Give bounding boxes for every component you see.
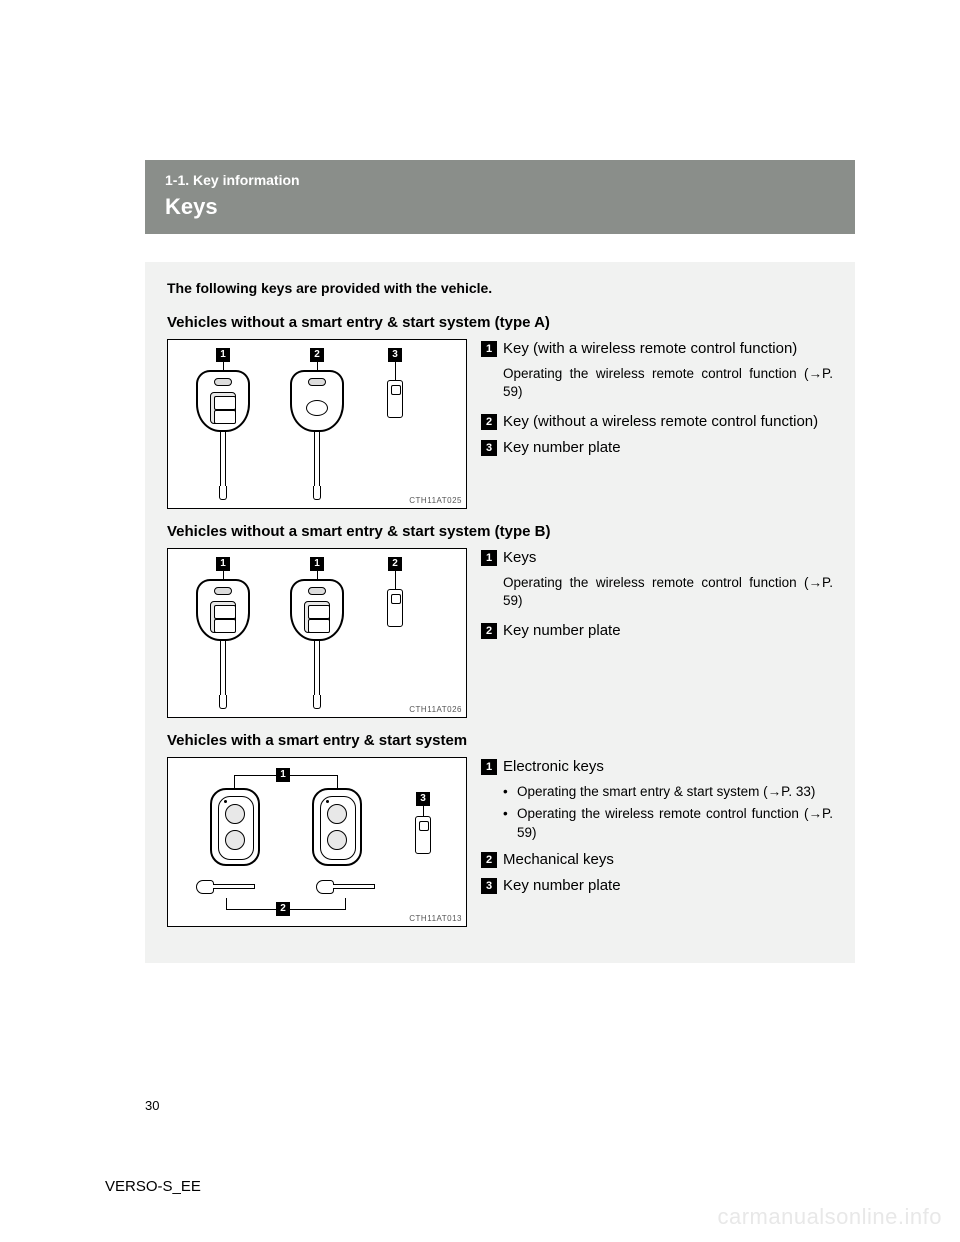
num-badge: 1: [481, 550, 497, 566]
smart-heading: Vehicles with a smart entry & start syst…: [167, 732, 833, 749]
bullet-dot: •: [503, 783, 517, 801]
intro-text: The following keys are provided with the…: [167, 280, 833, 296]
callout-2: 2: [388, 557, 402, 571]
lead-line: [395, 571, 396, 589]
item-text: Key (without a wireless remote control f…: [503, 412, 833, 432]
lead-line: [423, 806, 424, 816]
num-badge: 1: [481, 759, 497, 775]
lead-line: [337, 775, 338, 789]
num-badge: 1: [481, 341, 497, 357]
key-plain-icon: [290, 370, 344, 502]
list-item: 1 Keys: [481, 548, 833, 568]
item-note: Operating the wireless remote control fu…: [503, 365, 833, 401]
lead-line: [345, 898, 346, 909]
mechanical-key-icon: [196, 880, 258, 894]
content-box: The following keys are provided with the…: [145, 262, 855, 963]
type-a-figure: 1 2 3 CTH11AT025: [167, 339, 467, 509]
smart-fob-icon: [312, 788, 362, 866]
type-a-block: 1 2 3 CTH11AT025 1: [167, 339, 833, 509]
bullet-list: • Operating the smart entry & start syst…: [503, 783, 833, 842]
list-item: 1 Electronic keys: [481, 757, 833, 777]
callout-2: 2: [276, 902, 290, 916]
num-badge: 2: [481, 623, 497, 639]
lead-line: [226, 898, 227, 909]
lead-line: [226, 909, 277, 910]
manual-page: 1-1. Key information Keys The following …: [0, 0, 960, 963]
key-with-remote-icon: [196, 579, 250, 711]
type-b-heading: Vehicles without a smart entry & start s…: [167, 523, 833, 540]
item-note: Operating the wireless remote control fu…: [503, 574, 833, 610]
figure-code: CTH11AT013: [409, 914, 462, 923]
watermark: carmanualsonline.info: [717, 1204, 942, 1230]
item-text: Key (with a wireless remote control func…: [503, 339, 833, 359]
page-number: 30: [145, 1098, 159, 1113]
lead-line: [290, 909, 346, 910]
item-text: Key number plate: [503, 438, 833, 458]
type-b-block: 1 1 2 CTH11AT026 1: [167, 548, 833, 718]
doc-id: VERSO-S_EE: [105, 1178, 201, 1195]
type-a-desc: 1 Key (with a wireless remote control fu…: [481, 339, 833, 509]
figure-code: CTH11AT026: [409, 705, 462, 714]
bullet-text: Operating the wireless remote control fu…: [517, 805, 833, 841]
mechanical-key-icon: [316, 880, 378, 894]
type-b-figure: 1 1 2 CTH11AT026: [167, 548, 467, 718]
bullet-dot: •: [503, 805, 517, 841]
item-text: Mechanical keys: [503, 850, 833, 870]
callout-1b: 1: [310, 557, 324, 571]
bullet-item: • Operating the wireless remote control …: [503, 805, 833, 841]
item-text: Keys: [503, 548, 833, 568]
number-plate-icon: [387, 380, 403, 418]
callout-3: 3: [388, 348, 402, 362]
smart-desc: 1 Electronic keys • Operating the smart …: [481, 757, 833, 927]
list-item: 2 Key (without a wireless remote control…: [481, 412, 833, 432]
callout-2: 2: [310, 348, 324, 362]
type-a-heading: Vehicles without a smart entry & start s…: [167, 314, 833, 331]
list-item: 3 Key number plate: [481, 438, 833, 458]
section-label: 1-1. Key information: [165, 172, 835, 188]
header-bar: 1-1. Key information Keys: [145, 160, 855, 234]
lead-line: [234, 775, 277, 776]
figure-code: CTH11AT025: [409, 496, 462, 505]
num-badge: 2: [481, 852, 497, 868]
lead-line: [234, 775, 235, 789]
number-plate-icon: [415, 816, 431, 854]
key-with-remote-icon: [196, 370, 250, 502]
list-item: 1 Key (with a wireless remote control fu…: [481, 339, 833, 359]
lead-line: [290, 775, 338, 776]
num-badge: 3: [481, 878, 497, 894]
num-badge: 2: [481, 414, 497, 430]
list-item: 2 Key number plate: [481, 621, 833, 641]
item-text: Electronic keys: [503, 757, 833, 777]
type-b-desc: 1 Keys Operating the wireless remote con…: [481, 548, 833, 718]
key-with-remote-icon: [290, 579, 344, 711]
bullet-text: Operating the smart entry & start system…: [517, 783, 833, 801]
callout-3: 3: [416, 792, 430, 806]
item-text: Key number plate: [503, 621, 833, 641]
smart-figure: 1 2 3: [167, 757, 467, 927]
list-item: 2 Mechanical keys: [481, 850, 833, 870]
smart-fob-icon: [210, 788, 260, 866]
item-text: Key number plate: [503, 876, 833, 896]
num-badge: 3: [481, 440, 497, 456]
callout-1: 1: [216, 348, 230, 362]
callout-1: 1: [216, 557, 230, 571]
number-plate-icon: [387, 589, 403, 627]
callout-1: 1: [276, 768, 290, 782]
lead-line: [395, 362, 396, 380]
list-item: 3 Key number plate: [481, 876, 833, 896]
smart-block: 1 2 3: [167, 757, 833, 927]
bullet-item: • Operating the smart entry & start syst…: [503, 783, 833, 801]
page-title: Keys: [165, 194, 835, 220]
